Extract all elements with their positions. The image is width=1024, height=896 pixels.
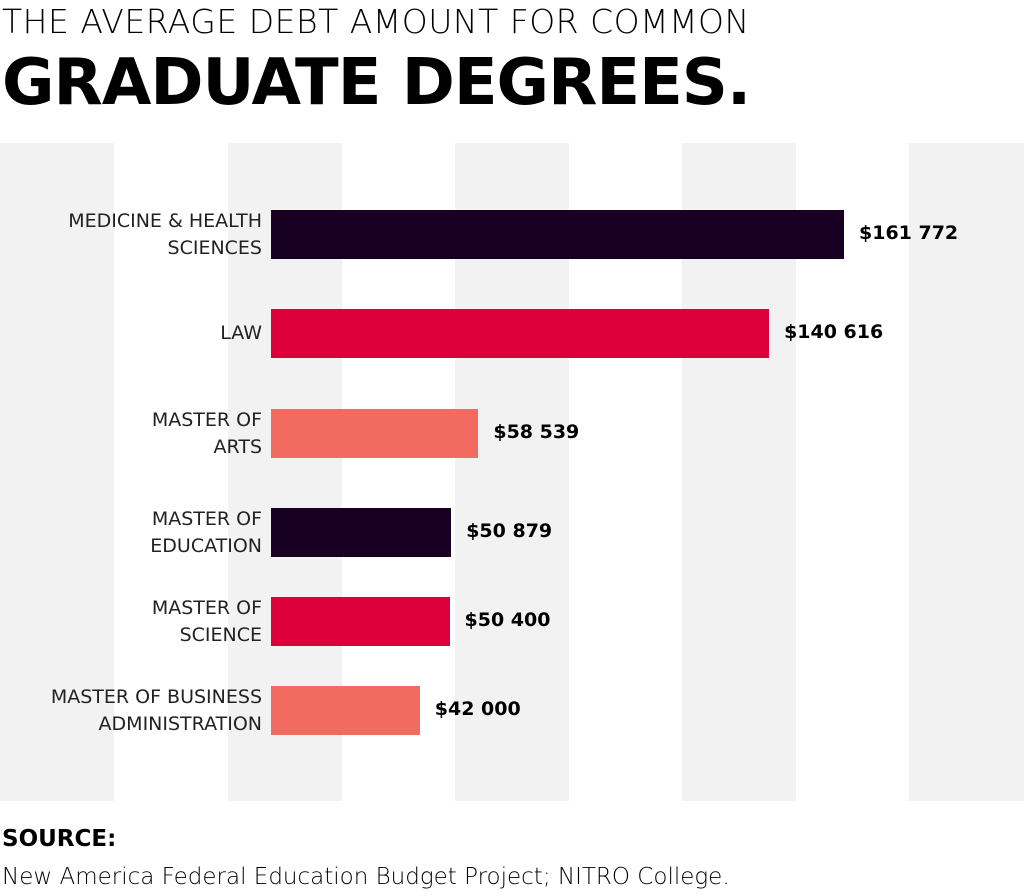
bg-stripe bbox=[909, 143, 1024, 801]
chart-title-line2: GRADUATE DEGREES. bbox=[2, 46, 751, 120]
category-label: LAW bbox=[220, 322, 262, 344]
data-label: $50 400 bbox=[464, 609, 551, 631]
source-label: SOURCE: bbox=[2, 826, 117, 852]
category-label: MASTER OF BUSINESS ADMINISTRATION bbox=[50, 685, 262, 735]
bar bbox=[271, 409, 479, 458]
bar bbox=[271, 597, 450, 646]
bar bbox=[271, 309, 770, 358]
source-text: New America Federal Education Budget Pro… bbox=[2, 864, 730, 890]
category-label: MASTER OF ARTS bbox=[151, 408, 262, 458]
category-label: MASTER OF EDUCATION bbox=[150, 507, 262, 557]
data-label: $161 772 bbox=[859, 222, 959, 244]
data-label: $42 000 bbox=[434, 698, 521, 720]
data-label: $50 879 bbox=[466, 520, 553, 542]
data-label: $58 539 bbox=[493, 421, 580, 443]
data-label: $140 616 bbox=[784, 321, 884, 343]
bar bbox=[271, 508, 452, 557]
bar bbox=[271, 210, 844, 259]
category-label: MASTER OF SCIENCE bbox=[151, 596, 262, 646]
bg-stripe bbox=[0, 143, 114, 801]
category-label: MEDICINE & HEALTH SCIENCES bbox=[68, 209, 262, 259]
bar bbox=[271, 686, 420, 735]
chart-title-line1: THE AVERAGE DEBT AMOUNT FOR COMMON bbox=[2, 2, 750, 41]
